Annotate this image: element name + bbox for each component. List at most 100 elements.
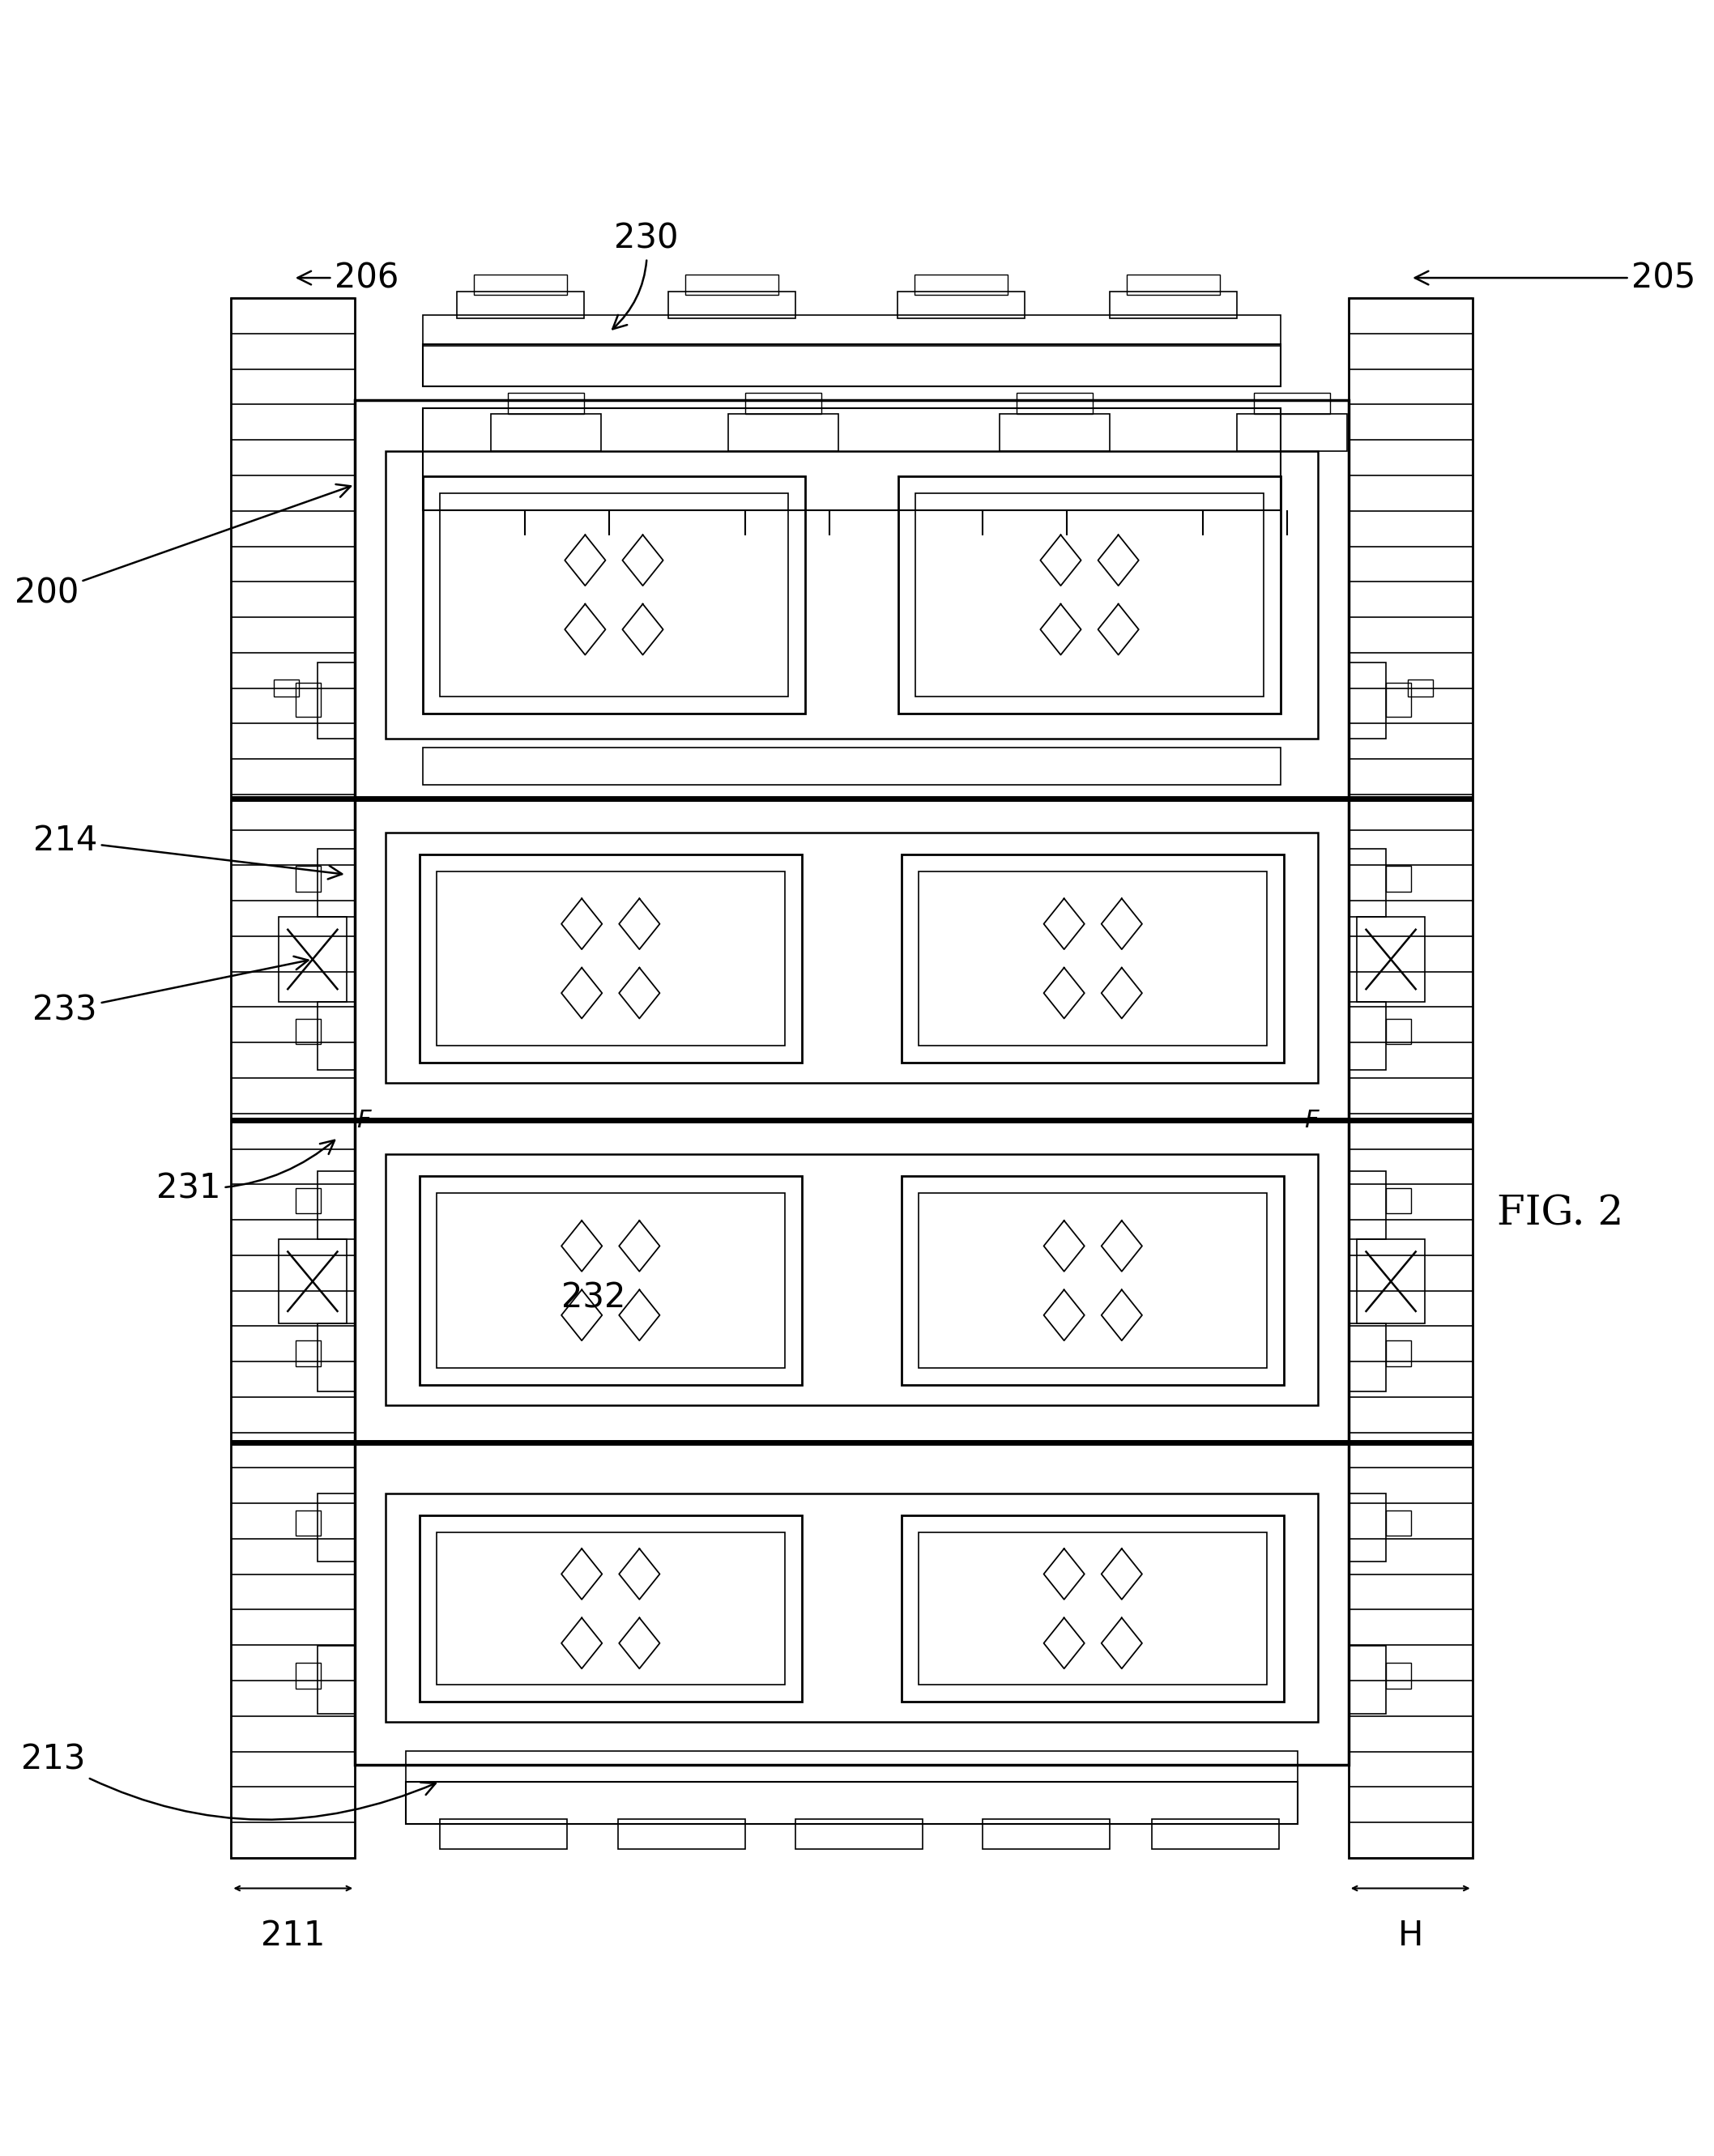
Bar xyxy=(456,291,584,319)
Bar xyxy=(1387,867,1411,893)
Bar xyxy=(317,1171,355,1240)
Bar xyxy=(1349,1494,1387,1561)
Bar xyxy=(423,476,806,714)
Bar xyxy=(1387,683,1411,718)
Bar xyxy=(386,451,1318,740)
Bar xyxy=(420,1177,802,1384)
Bar xyxy=(355,1442,1349,1764)
Text: 232: 232 xyxy=(562,1281,626,1315)
Bar xyxy=(406,1751,1297,1781)
Bar xyxy=(317,662,355,740)
Bar xyxy=(473,274,567,295)
Bar xyxy=(423,315,1280,345)
Bar xyxy=(902,1516,1284,1701)
Bar xyxy=(746,392,821,414)
Bar xyxy=(295,1018,321,1044)
Bar xyxy=(1357,916,1424,1003)
Bar xyxy=(1349,1171,1387,1240)
Bar xyxy=(1357,1240,1424,1324)
Text: 230: 230 xyxy=(612,222,679,330)
Bar xyxy=(295,1511,321,1535)
Bar xyxy=(1387,1341,1411,1367)
Bar xyxy=(317,1645,355,1714)
Bar xyxy=(898,476,1280,714)
Bar xyxy=(295,1188,321,1214)
Bar xyxy=(317,1324,355,1391)
Text: 200: 200 xyxy=(14,485,351,610)
Bar xyxy=(423,748,1280,785)
Bar xyxy=(1126,274,1220,295)
Bar xyxy=(317,1003,355,1069)
Bar xyxy=(617,1820,746,1850)
Bar xyxy=(295,683,321,718)
Bar xyxy=(1016,392,1092,414)
Bar xyxy=(668,291,795,319)
Text: 231: 231 xyxy=(156,1141,334,1205)
Text: 211: 211 xyxy=(261,1919,326,1953)
Text: 214: 214 xyxy=(33,824,343,880)
Bar xyxy=(279,916,346,1003)
Bar xyxy=(317,849,355,916)
Bar xyxy=(1387,1511,1411,1535)
Bar xyxy=(437,871,785,1046)
Bar xyxy=(420,854,802,1063)
Bar xyxy=(274,679,298,696)
Bar xyxy=(355,1121,1349,1442)
Text: 213: 213 xyxy=(21,1742,435,1820)
Bar xyxy=(406,1781,1297,1824)
Bar xyxy=(915,274,1008,295)
Bar xyxy=(355,399,1349,798)
Bar xyxy=(915,494,1263,696)
Text: 205: 205 xyxy=(1414,261,1695,295)
Text: F: F xyxy=(357,1108,370,1132)
Bar xyxy=(919,1192,1267,1367)
Bar xyxy=(1387,1662,1411,1688)
Bar xyxy=(1387,1018,1411,1044)
Bar xyxy=(423,345,1280,386)
Bar xyxy=(902,854,1284,1063)
Bar xyxy=(507,392,584,414)
Bar xyxy=(1407,679,1433,696)
Bar xyxy=(1349,1003,1387,1069)
Bar xyxy=(386,1494,1318,1723)
Bar xyxy=(437,1192,785,1367)
Bar xyxy=(795,1820,922,1850)
Bar xyxy=(386,832,1318,1082)
Bar xyxy=(1349,298,1472,1858)
Bar xyxy=(1152,1820,1279,1850)
Bar xyxy=(490,414,602,451)
Bar xyxy=(902,1177,1284,1384)
Bar xyxy=(1349,1324,1387,1391)
Bar xyxy=(386,1153,1318,1406)
Bar xyxy=(295,1662,321,1688)
Bar xyxy=(1236,414,1347,451)
Bar xyxy=(1349,849,1387,916)
Bar xyxy=(1109,291,1236,319)
Bar xyxy=(898,291,1025,319)
Bar xyxy=(317,1494,355,1561)
Bar xyxy=(295,1341,321,1367)
Bar xyxy=(919,1533,1267,1684)
Bar xyxy=(1253,392,1330,414)
Text: H: H xyxy=(1397,1919,1423,1953)
Text: F: F xyxy=(1304,1108,1318,1132)
Bar xyxy=(231,298,355,1858)
Text: 233: 233 xyxy=(33,957,309,1026)
Bar xyxy=(728,414,838,451)
Bar xyxy=(440,1820,567,1850)
Bar xyxy=(1387,1188,1411,1214)
Bar xyxy=(437,1533,785,1684)
Bar xyxy=(1349,1645,1387,1714)
Bar xyxy=(982,1820,1109,1850)
Bar xyxy=(686,274,778,295)
Bar xyxy=(919,871,1267,1046)
Bar xyxy=(1349,662,1387,740)
Bar xyxy=(999,414,1109,451)
Bar xyxy=(295,867,321,893)
Bar xyxy=(423,407,1280,511)
Bar xyxy=(355,798,1349,1121)
Bar xyxy=(440,494,788,696)
Text: 206: 206 xyxy=(298,261,399,295)
Bar xyxy=(279,1240,346,1324)
Text: FIG. 2: FIG. 2 xyxy=(1496,1194,1623,1233)
